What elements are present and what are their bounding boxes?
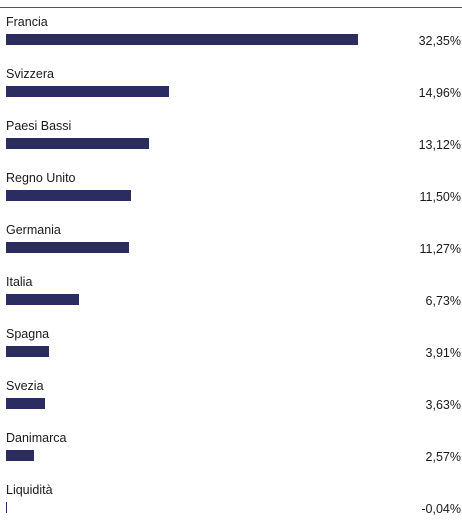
bar	[6, 346, 49, 357]
category-label: Danimarca	[6, 431, 67, 445]
category-label: Svezia	[6, 379, 44, 393]
chart-row: Regno Unito 11,50%	[0, 168, 462, 220]
category-label: Spagna	[6, 327, 50, 341]
bar-track	[6, 294, 406, 305]
category-label: Paesi Bassi	[6, 119, 72, 133]
value-label: 6,73%	[425, 294, 461, 308]
value-label: 3,91%	[425, 346, 461, 360]
chart-row: Spagna 3,91%	[0, 324, 462, 376]
value-label: 11,50%	[419, 190, 461, 204]
top-divider	[0, 7, 462, 8]
chart-row: Germania 11,27%	[0, 220, 462, 272]
chart-row: Svizzera 14,96%	[0, 64, 462, 116]
bar	[6, 86, 169, 97]
bar-track	[6, 398, 406, 409]
bar-track	[6, 346, 406, 357]
bar	[6, 502, 7, 513]
bar	[6, 398, 45, 409]
category-label: Liquidità	[6, 483, 53, 497]
bar	[6, 138, 149, 149]
chart-row: Liquidità -0,04%	[0, 480, 462, 532]
value-label: 14,96%	[418, 86, 461, 100]
bar-track	[6, 502, 406, 513]
bar	[6, 34, 358, 45]
bar-track	[6, 86, 406, 97]
category-label: Germania	[6, 223, 61, 237]
bar	[6, 294, 79, 305]
chart-row: Francia 32,35%	[0, 12, 462, 64]
bar	[6, 450, 34, 461]
bar-track	[6, 450, 406, 461]
bar-track	[6, 190, 406, 201]
country-allocation-chart: Francia 32,35% Svizzera 14,96% Paesi Bassi 13…	[0, 12, 462, 532]
category-label: Regno Unito	[6, 171, 76, 185]
category-label: Italia	[6, 275, 33, 289]
category-label: Francia	[6, 15, 48, 29]
value-label: -0,04%	[421, 502, 461, 516]
category-label: Svizzera	[6, 67, 54, 81]
bar-track	[6, 242, 406, 253]
value-label: 3,63%	[425, 398, 461, 412]
chart-row: Svezia 3,63%	[0, 376, 462, 428]
bar-track	[6, 138, 406, 149]
chart-row: Danimarca 2,57%	[0, 428, 462, 480]
value-label: 32,35%	[418, 34, 461, 48]
bar-track	[6, 34, 406, 45]
bar	[6, 242, 129, 253]
value-label: 2,57%	[425, 450, 461, 464]
value-label: 11,27%	[419, 242, 461, 256]
value-label: 13,12%	[418, 138, 461, 152]
chart-row: Italia 6,73%	[0, 272, 462, 324]
chart-row: Paesi Bassi 13,12%	[0, 116, 462, 168]
bar	[6, 190, 131, 201]
